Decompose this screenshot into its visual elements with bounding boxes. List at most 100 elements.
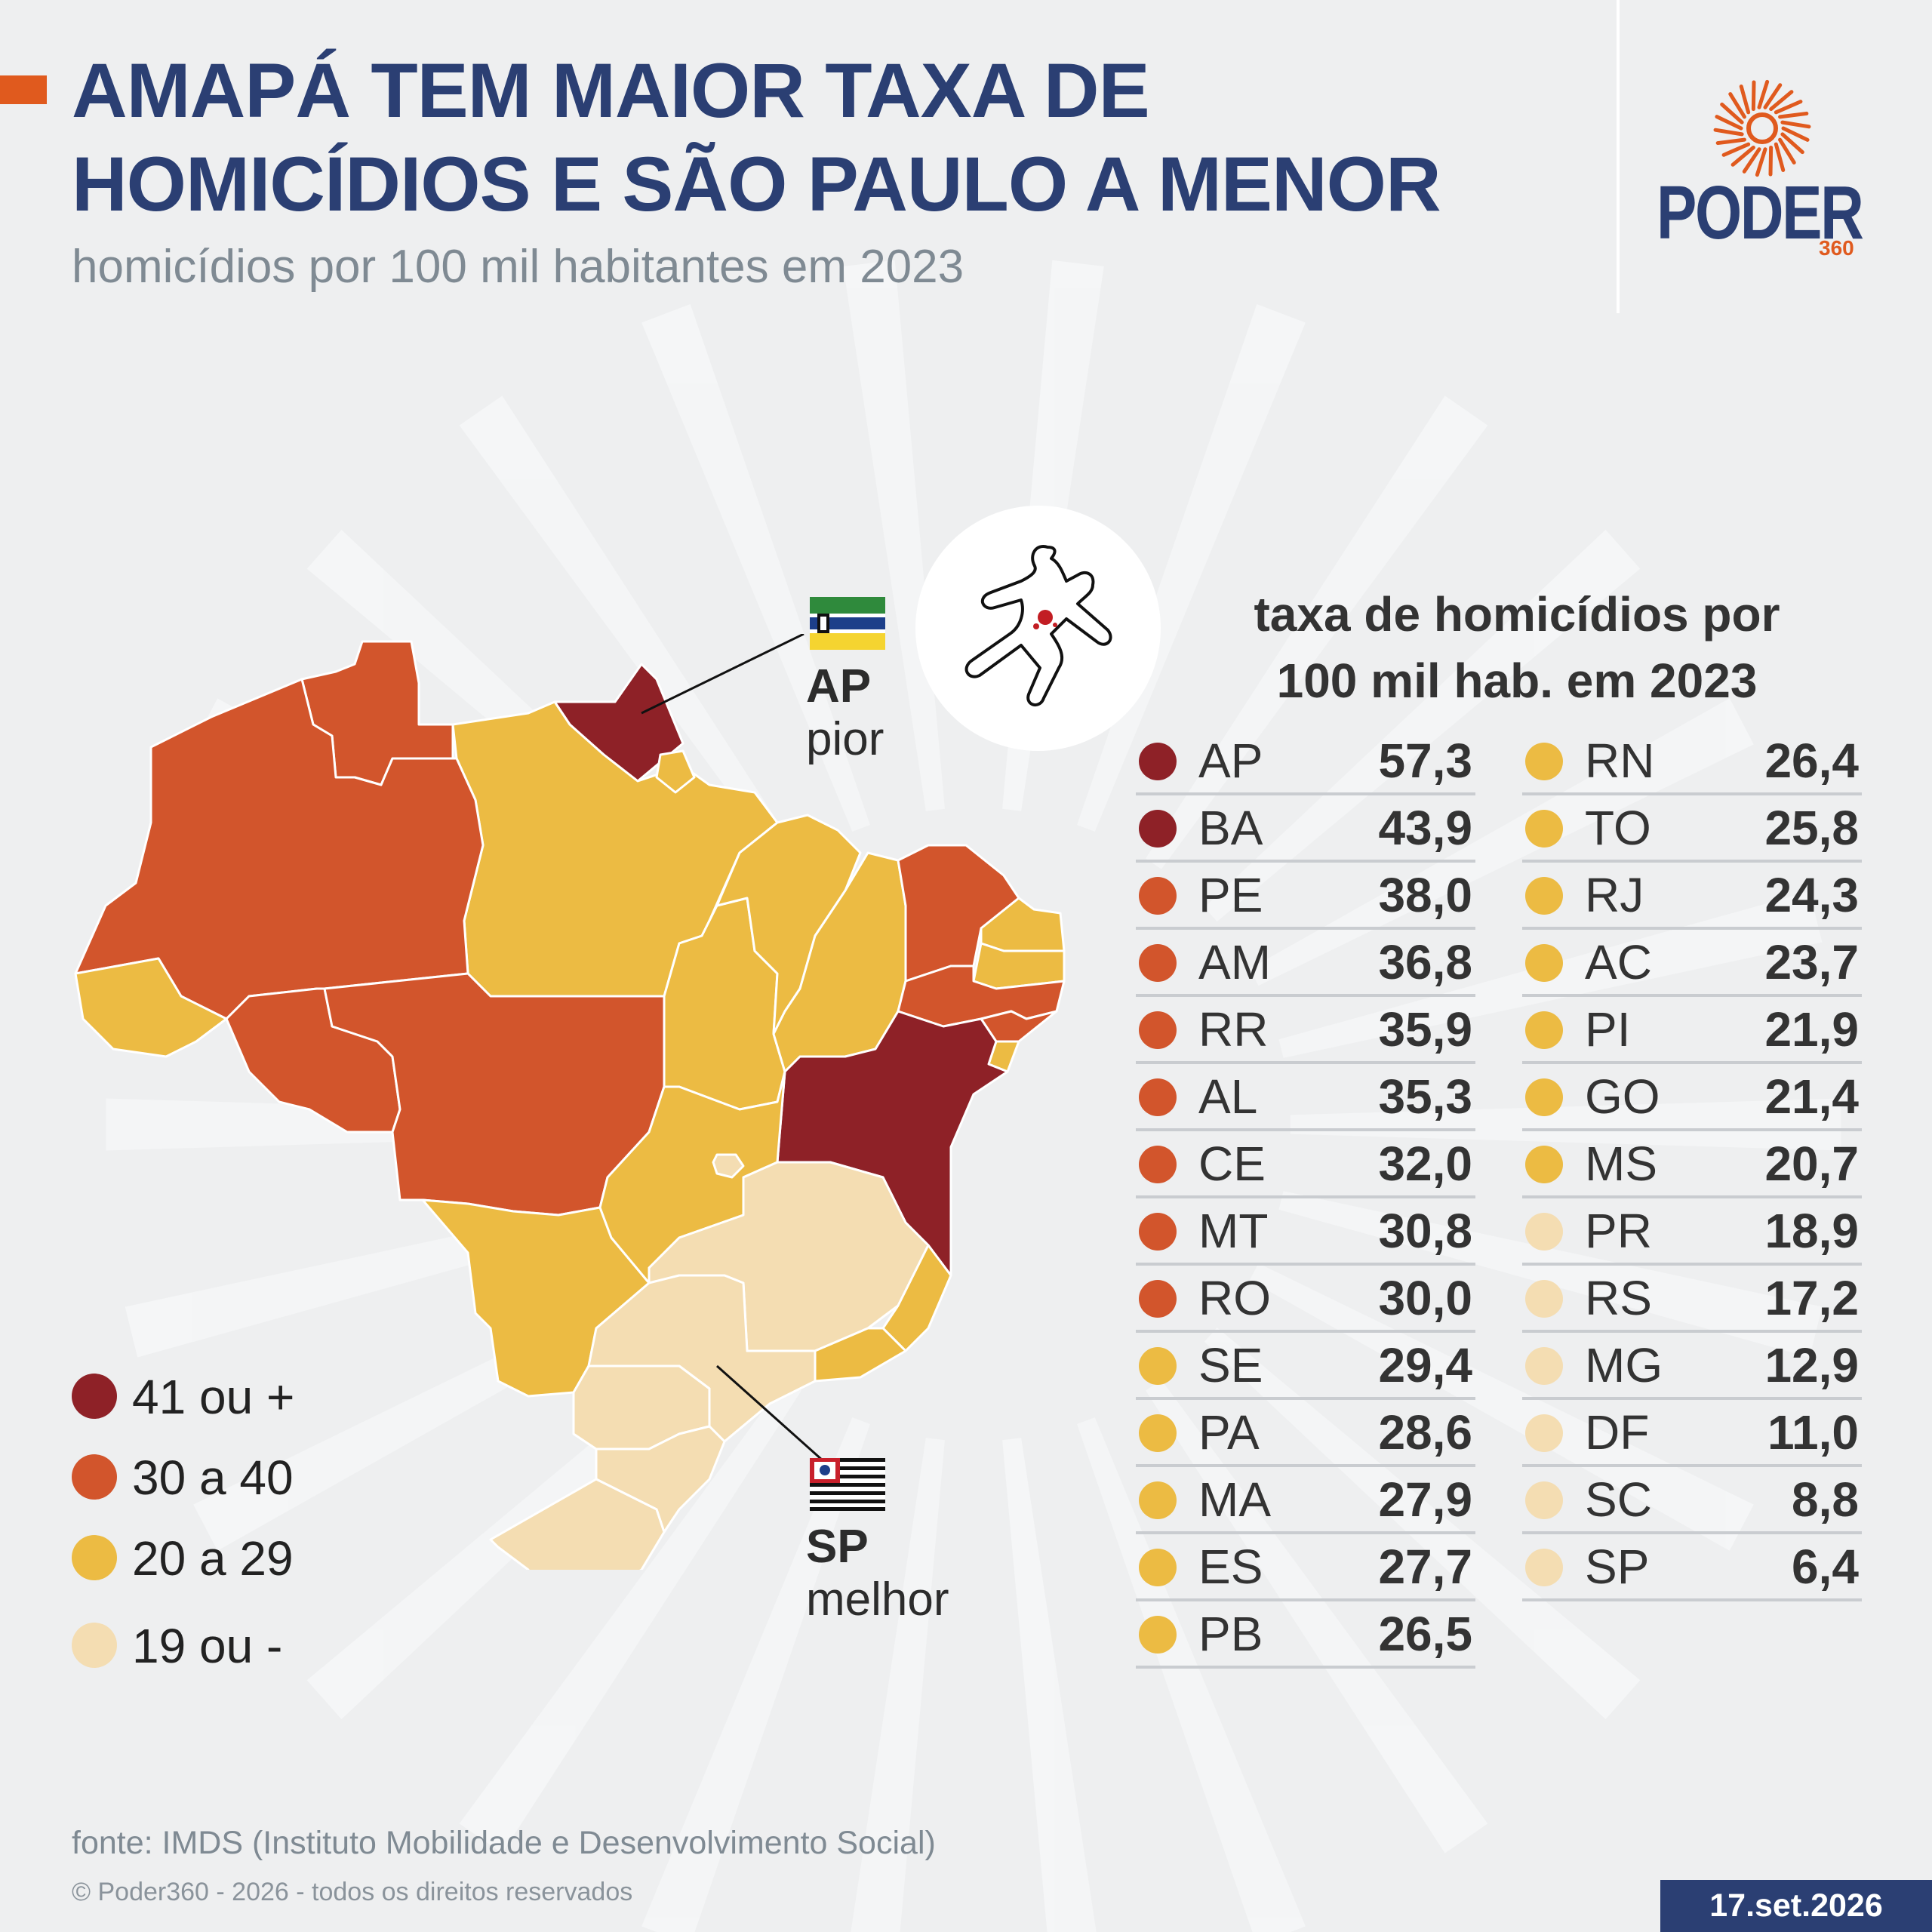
category-dot	[1525, 1011, 1563, 1049]
category-dot	[1139, 1078, 1177, 1116]
copyright-note: © Poder360 - 2026 - todos os direitos re…	[72, 1878, 633, 1906]
table-title-line-1: taxa de homicídios por	[1254, 587, 1780, 641]
homicide-rate: 21,4	[1764, 1069, 1859, 1124]
ranking-row: PB 26,5	[1136, 1601, 1475, 1669]
page-title: AMAPÁ TEM MAIOR TAXA DE HOMICÍDIOS E SÃO…	[72, 44, 1441, 231]
category-dot	[1525, 743, 1563, 780]
category-dot	[1139, 877, 1177, 915]
homicide-rate: 29,4	[1378, 1338, 1472, 1392]
state-code: SC	[1585, 1472, 1652, 1527]
ap-callout-line	[641, 634, 804, 715]
title-line-2: HOMICÍDIOS E SÃO PAULO A MENOR	[72, 141, 1441, 227]
state-code: CE	[1198, 1137, 1266, 1191]
legend-label: 41 ou +	[132, 1370, 295, 1424]
category-dot	[1525, 1078, 1563, 1116]
homicide-rate: 12,9	[1764, 1338, 1859, 1392]
homicide-rate: 25,8	[1764, 801, 1859, 855]
header-divider	[1617, 0, 1620, 313]
category-dot	[1139, 1146, 1177, 1183]
ranking-row: TO 25,8	[1522, 795, 1862, 863]
ranking-column-right: RN 26,4 TO 25,8 RJ 24,3 AC 23,7 PI 21,9 GO 21,4 MS 20…	[1522, 728, 1862, 1601]
legend-swatch	[72, 1535, 117, 1580]
ranking-row: ES 27,7	[1136, 1534, 1475, 1601]
icon-badge	[915, 506, 1161, 751]
category-dot	[1139, 1011, 1177, 1049]
homicide-rate: 23,7	[1764, 935, 1859, 989]
legend-label: 20 a 29	[132, 1531, 294, 1586]
homicide-rate: 35,3	[1378, 1069, 1472, 1124]
category-dot	[1139, 1213, 1177, 1251]
ranking-row: PR 18,9	[1522, 1198, 1862, 1266]
state-RS	[489, 1478, 666, 1570]
homicide-rate: 6,4	[1792, 1540, 1859, 1594]
ranking-row: AL 35,3	[1136, 1064, 1475, 1131]
homicide-rate: 35,9	[1378, 1002, 1472, 1057]
body-outline-icon	[964, 545, 1112, 706]
state-CE	[897, 844, 1020, 983]
title-line-1: AMAPÁ TEM MAIOR TAXA DE	[72, 48, 1150, 134]
homicide-rate: 57,3	[1378, 734, 1472, 788]
category-dot	[1525, 1414, 1563, 1452]
state-code: AM	[1198, 935, 1271, 989]
legend-item: 19 ou -	[72, 1615, 449, 1675]
state-code: PI	[1585, 1002, 1631, 1057]
source-note: fonte: IMDS (Instituto Mobilidade e Dese…	[72, 1825, 936, 1861]
homicide-rate: 36,8	[1378, 935, 1472, 989]
homicide-rate: 21,9	[1764, 1002, 1859, 1057]
homicide-rate: 26,5	[1378, 1607, 1472, 1661]
homicide-rate: 43,9	[1378, 801, 1472, 855]
poder360-sun-icon	[1713, 79, 1811, 177]
amapa-flag-icon	[810, 597, 885, 650]
ranking-row: RJ 24,3	[1522, 863, 1862, 930]
legend-item: 30 a 40	[72, 1447, 449, 1507]
ap-callout-uf: AP	[806, 660, 872, 712]
ranking-row: GO 21,4	[1522, 1064, 1862, 1131]
state-MARAJO	[655, 749, 696, 794]
category-dot	[1525, 1280, 1563, 1318]
ranking-row: DF 11,0	[1522, 1400, 1862, 1467]
state-code: MG	[1585, 1338, 1663, 1392]
state-code: MA	[1198, 1472, 1271, 1527]
sp-callout-uf: SP	[806, 1521, 869, 1573]
category-dot	[1525, 1146, 1563, 1183]
state-code: ES	[1198, 1540, 1263, 1594]
state-code: TO	[1585, 801, 1651, 855]
legend-item: 41 ou +	[72, 1366, 449, 1426]
state-code: PE	[1198, 868, 1263, 922]
category-dot	[1525, 877, 1563, 915]
state-DF	[712, 1153, 745, 1179]
state-code: AP	[1198, 734, 1263, 788]
state-code: AL	[1198, 1069, 1258, 1124]
ranking-row: PA 28,6	[1136, 1400, 1475, 1467]
date-badge: 17.set.2026	[1660, 1880, 1932, 1932]
legend-label: 19 ou -	[132, 1619, 283, 1673]
category-dot	[1139, 1549, 1177, 1586]
legend-label: 30 a 40	[132, 1451, 294, 1505]
legend-swatch	[72, 1374, 117, 1419]
sp-callout: SP melhor	[806, 1521, 949, 1626]
category-dot	[1525, 944, 1563, 982]
state-code: PB	[1198, 1607, 1263, 1661]
sp-callout-line	[716, 1364, 823, 1462]
brazil-map	[74, 634, 1066, 1570]
state-code: SE	[1198, 1338, 1263, 1392]
homicide-rate: 32,0	[1378, 1137, 1472, 1191]
ranking-row: MS 20,7	[1522, 1131, 1862, 1198]
ranking-row: CE 32,0	[1136, 1131, 1475, 1198]
ap-callout-label: pior	[806, 713, 884, 765]
homicide-rate: 28,6	[1378, 1405, 1472, 1460]
ranking-column-left: AP 57,3 BA 43,9 PE 38,0 AM 36,8 RR 35,9 AL 35,3 CE 32…	[1136, 728, 1475, 1669]
category-dot	[1139, 743, 1177, 780]
state-code: PA	[1198, 1405, 1260, 1460]
ranking-row: MT 30,8	[1136, 1198, 1475, 1266]
category-dot	[1139, 1414, 1177, 1452]
homicide-rate: 27,7	[1378, 1540, 1472, 1594]
ranking-row: AP 57,3	[1136, 728, 1475, 795]
legend-item: 20 a 29	[72, 1527, 449, 1588]
state-code: DF	[1585, 1405, 1650, 1460]
ranking-row: MA 27,9	[1136, 1467, 1475, 1534]
homicide-rate: 20,7	[1764, 1137, 1859, 1191]
ranking-row: BA 43,9	[1136, 795, 1475, 863]
ranking-row: RN 26,4	[1522, 728, 1862, 795]
category-dot	[1525, 810, 1563, 848]
